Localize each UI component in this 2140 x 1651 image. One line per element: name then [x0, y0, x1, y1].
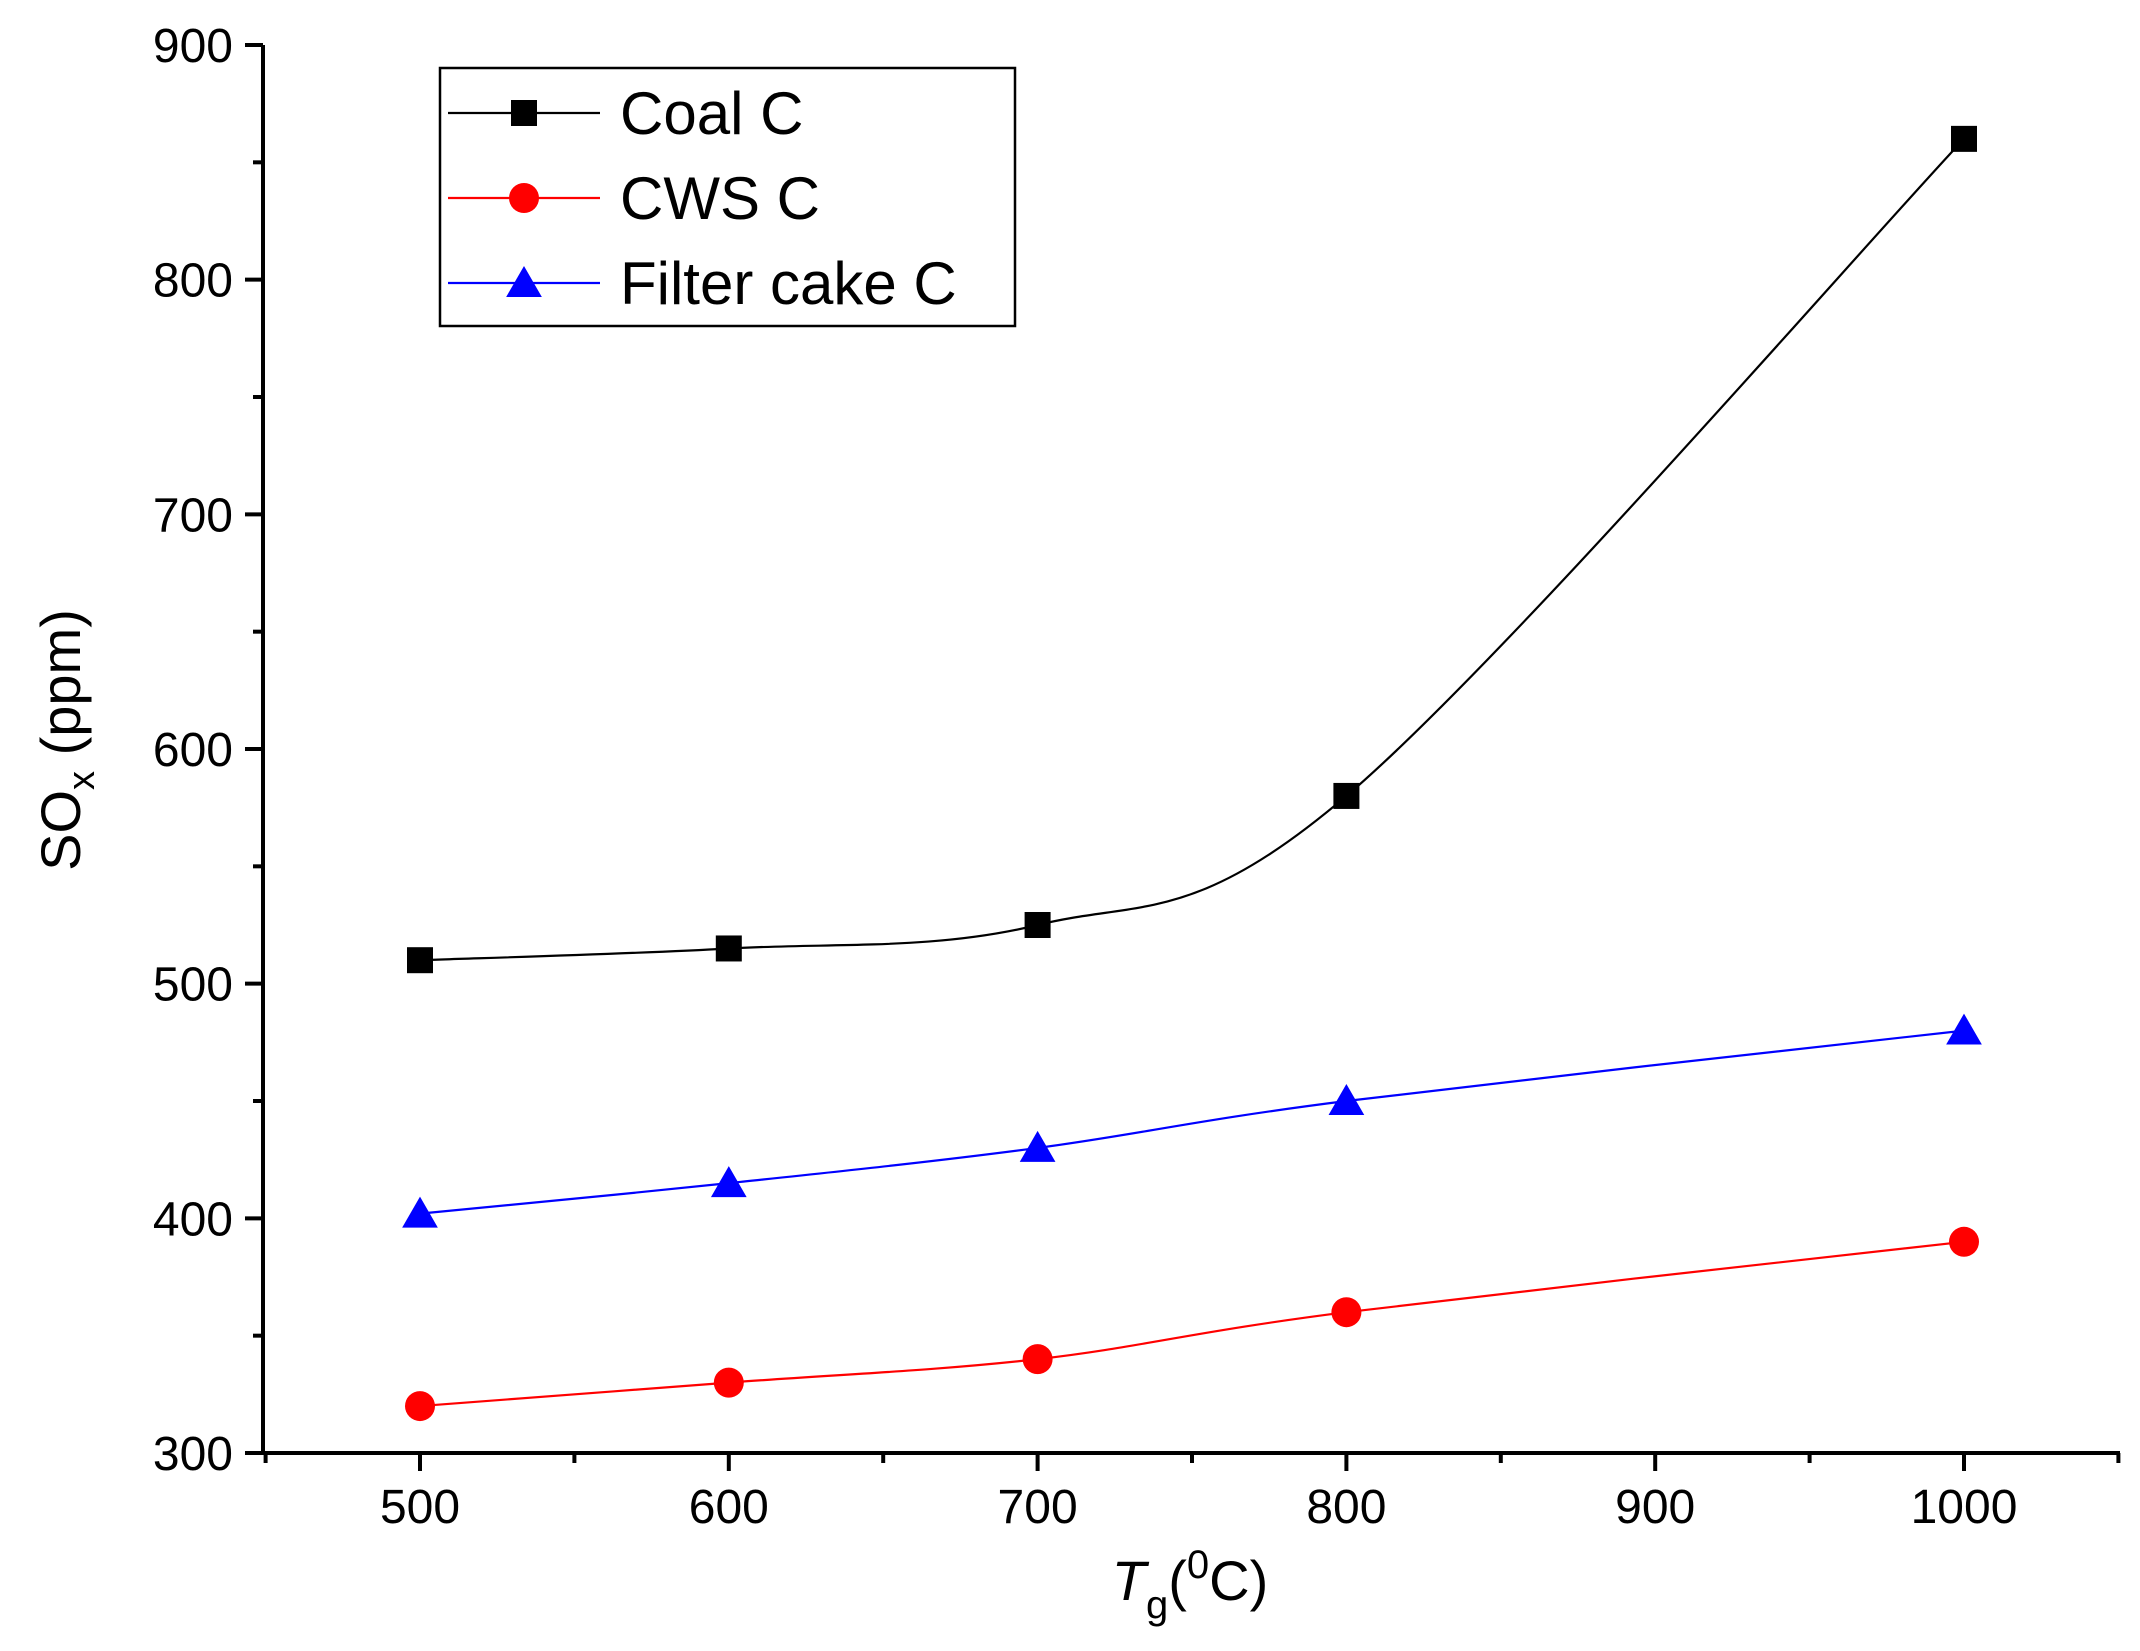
data-point-square: [1024, 912, 1051, 938]
series-layer: [402, 125, 1982, 1422]
data-point-circle: [1022, 1344, 1053, 1375]
data-point-triangle: [710, 1166, 747, 1198]
x-axis-title-unit: C): [1209, 1549, 1268, 1612]
data-point-circle: [1331, 1297, 1362, 1328]
y-axis-title-sub: x: [61, 771, 103, 790]
legend-marker-square: [511, 100, 537, 126]
legend: Coal C CWS C Filter cake C: [438, 66, 1017, 328]
legend-marker-circle: [509, 183, 539, 213]
x-tick-label: 900: [1615, 1481, 1695, 1534]
legend-marker-triangle: [506, 266, 542, 297]
y-tick-label: 700: [153, 489, 233, 542]
x-tick-label: 600: [689, 1481, 769, 1534]
data-point-triangle: [402, 1196, 438, 1228]
legend-item: CWS C: [448, 165, 820, 232]
x-tick-label: 1000: [1911, 1481, 2018, 1534]
series-cws-c: [405, 1226, 1979, 1422]
legend-item: Filter cake C: [448, 250, 957, 317]
series-line: [419, 1029, 1965, 1215]
y-tick-label: 900: [153, 20, 233, 73]
series-filter-cake-c: [402, 1013, 1982, 1228]
y-axis-title-unit: (ppm): [29, 609, 92, 771]
series-line: [419, 1240, 1965, 1408]
y-axis-title-main: SO: [29, 790, 92, 871]
y-tick-label: 400: [153, 1193, 233, 1246]
data-point-circle: [1949, 1226, 1979, 1257]
x-tick-label: 700: [998, 1481, 1078, 1534]
x-axis-title: Tg(0C): [1112, 1543, 1268, 1627]
y-tick-label: 600: [153, 724, 233, 777]
x-tick-label: 800: [1306, 1481, 1386, 1534]
series-line: [419, 138, 1965, 962]
data-point-square: [715, 935, 742, 962]
x-tick-label: 500: [380, 1481, 460, 1534]
y-tick-label: 500: [153, 959, 233, 1012]
data-point-square: [407, 947, 433, 974]
series-coal-c: [407, 125, 1977, 974]
data-point-square: [1951, 125, 1977, 152]
y-axis-title: SOx (ppm): [29, 609, 103, 871]
data-point-square: [1333, 782, 1360, 809]
y-tick-label: 800: [153, 255, 233, 308]
x-axis-title-sub: g: [1146, 1583, 1168, 1627]
x-axis-title-sup: 0: [1187, 1543, 1209, 1587]
y-tick-label: 300: [153, 1428, 233, 1481]
data-point-circle: [405, 1391, 435, 1422]
data-point-triangle: [1019, 1130, 1056, 1162]
x-axis-title-paren: (: [1168, 1549, 1187, 1612]
legend-label: Coal C: [620, 80, 803, 147]
data-point-circle: [713, 1367, 744, 1398]
data-point-triangle: [1946, 1013, 1982, 1045]
legend-label: CWS C: [620, 165, 820, 232]
legend-item: Coal C: [448, 80, 803, 147]
ticks-layer: 300 400 500 600 700 800 900 500 600 700 800 900 1000: [153, 20, 2121, 1534]
data-point-triangle: [1328, 1084, 1365, 1115]
legend-label: Filter cake C: [620, 250, 957, 317]
x-axis-title-main: T: [1112, 1549, 1150, 1612]
